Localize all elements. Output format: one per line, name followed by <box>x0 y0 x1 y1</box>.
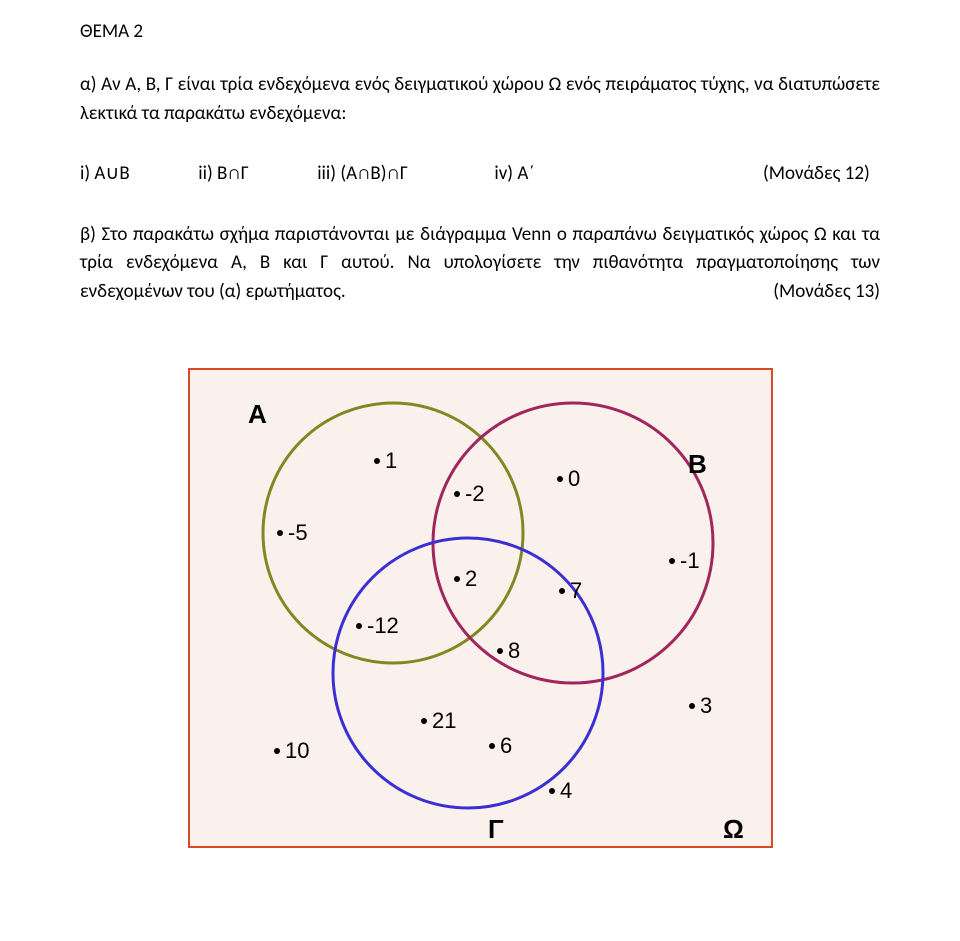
item-iii: iii) (Α∩Β)∩Γ <box>317 162 408 185</box>
point-dot-icon <box>497 648 503 654</box>
venn-set-label-Α: Α <box>248 399 267 429</box>
venn-diagram: 1-5-20-127-1282161034ΑΒΓΩ <box>188 368 773 848</box>
point-label: 0 <box>568 466 580 491</box>
point-dot-icon <box>557 476 563 482</box>
point-dot-icon <box>454 491 460 497</box>
venn-background <box>189 369 772 847</box>
point-dot-icon <box>489 743 495 749</box>
point-label: -1 <box>680 548 700 573</box>
point-dot-icon <box>559 588 565 594</box>
point-label: 10 <box>285 738 309 763</box>
point-label: 3 <box>700 693 712 718</box>
paragraph-b: β) Στο παρακάτω σχήμα παριστάνονται με δ… <box>80 221 880 307</box>
para-b-text: β) Στο παρακάτω σχήμα παριστάνονται με δ… <box>80 223 880 303</box>
item-ii: ii) Β∩Γ <box>198 162 248 185</box>
venn-set-label-Ω: Ω <box>723 814 744 844</box>
marks-b: (Μονάδες 13) <box>773 278 880 307</box>
point-label: 1 <box>385 448 397 473</box>
point-dot-icon <box>421 718 427 724</box>
point-label: -12 <box>367 613 399 638</box>
marks-a: (Μονάδες 12) <box>763 162 870 185</box>
item-iv: iv) Α΄ <box>494 162 534 185</box>
point-label: 2 <box>465 566 477 591</box>
heading-theme: ΘΕΜΑ 2 <box>80 20 880 43</box>
point-label: -2 <box>465 481 485 506</box>
paragraph-a: α) Αν Α, Β, Γ είναι τρία ενδεχόμενα ενός… <box>80 71 880 128</box>
point-label: 8 <box>508 638 520 663</box>
point-dot-icon <box>277 530 283 536</box>
point-label: -5 <box>288 520 308 545</box>
point-dot-icon <box>454 576 460 582</box>
point-dot-icon <box>689 703 695 709</box>
point-dot-icon <box>274 748 280 754</box>
point-dot-icon <box>669 558 675 564</box>
item-i: i) Α∪Β <box>80 162 130 185</box>
point-dot-icon <box>549 788 555 794</box>
point-dot-icon <box>356 623 362 629</box>
venn-set-label-Β: Β <box>688 449 707 479</box>
point-dot-icon <box>374 458 380 464</box>
point-label: 21 <box>432 708 456 733</box>
venn-svg: 1-5-20-127-1282161034ΑΒΓΩ <box>188 368 773 848</box>
point-label: 4 <box>560 778 572 803</box>
items-row: i) Α∪Β ii) Β∩Γ iii) (Α∩Β)∩Γ iv) Α΄ (Μονά… <box>80 160 880 189</box>
venn-set-label-Γ: Γ <box>488 814 504 844</box>
point-label: 7 <box>570 578 582 603</box>
point-label: 6 <box>500 733 512 758</box>
